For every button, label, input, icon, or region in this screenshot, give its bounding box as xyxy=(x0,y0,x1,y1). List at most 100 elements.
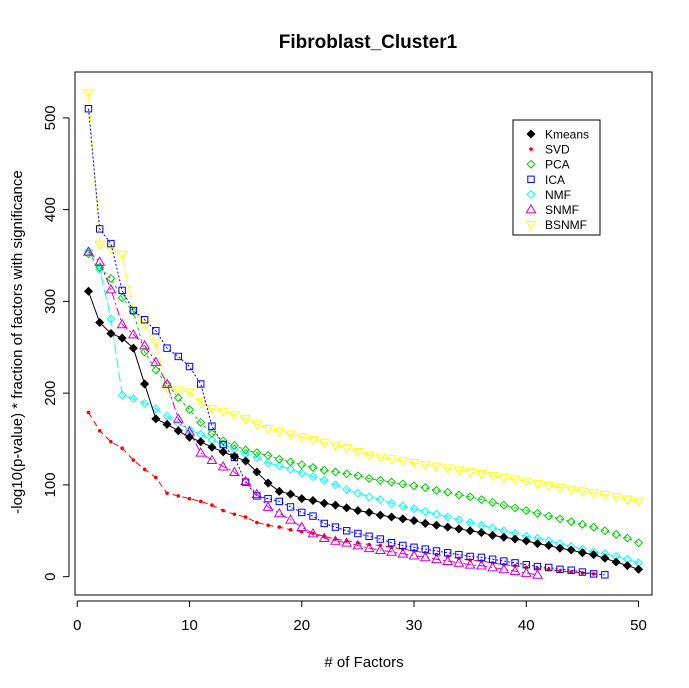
data-point-kmeans xyxy=(218,447,228,457)
data-point-nmf xyxy=(409,504,419,514)
data-point-ica xyxy=(354,529,362,538)
legend-marker-pca xyxy=(526,159,536,169)
legend-label-kmeans: Kmeans xyxy=(545,128,589,142)
data-point-kmeans xyxy=(263,478,273,488)
series-line-kmeans xyxy=(88,291,639,570)
data-point-bsnmf xyxy=(543,481,555,492)
data-point-kmeans xyxy=(241,456,251,466)
data-point-kmeans xyxy=(95,317,105,327)
series-pca xyxy=(83,249,644,548)
data-point-svd xyxy=(120,446,124,450)
data-point-kmeans xyxy=(555,543,565,553)
data-point-nmf xyxy=(330,480,340,490)
data-point-snmf xyxy=(442,555,454,565)
data-point-kmeans xyxy=(162,419,172,429)
data-point-snmf xyxy=(94,256,106,266)
data-point-bsnmf xyxy=(565,485,577,496)
x-tick-label: 10 xyxy=(181,617,198,634)
data-point-kmeans xyxy=(387,512,397,522)
series-layer xyxy=(83,89,644,579)
legend-label-nmf: NMF xyxy=(545,188,571,202)
data-point-pca xyxy=(184,405,195,415)
data-point-snmf xyxy=(206,454,218,465)
legend-item-kmeans: Kmeans xyxy=(526,128,589,142)
data-point-snmf xyxy=(105,283,117,294)
data-point-ica xyxy=(208,422,216,430)
data-point-kmeans xyxy=(297,494,307,504)
data-point-ica xyxy=(107,239,115,248)
data-point-bsnmf xyxy=(217,407,229,418)
data-point-kmeans xyxy=(566,545,576,555)
data-point-snmf xyxy=(285,514,296,524)
data-point-pca xyxy=(510,503,520,513)
data-point-snmf xyxy=(520,567,532,577)
data-point-kmeans xyxy=(431,520,441,530)
data-point-bsnmf xyxy=(498,473,510,484)
data-point-kmeans xyxy=(308,495,318,506)
data-point-pca xyxy=(589,522,599,532)
data-point-ica xyxy=(174,352,182,361)
y-tick-label: 200 xyxy=(42,381,59,406)
data-point-bsnmf xyxy=(487,471,499,482)
data-point-kmeans xyxy=(499,532,509,542)
x-tick-label: 0 xyxy=(73,617,81,634)
data-point-kmeans xyxy=(600,553,610,563)
legend-label-pca: PCA xyxy=(545,158,570,172)
data-point-snmf xyxy=(487,561,499,572)
data-point-bsnmf xyxy=(184,388,195,398)
data-point-kmeans xyxy=(398,514,408,524)
data-point-pca xyxy=(151,365,161,375)
data-point-svd xyxy=(187,496,192,501)
series-nmf xyxy=(83,246,644,568)
data-point-snmf xyxy=(127,328,139,339)
data-point-nmf xyxy=(263,458,273,468)
data-point-snmf xyxy=(532,569,543,579)
data-point-snmf xyxy=(431,553,442,564)
y-tick-label: 100 xyxy=(42,472,59,497)
data-point-bsnmf xyxy=(419,460,431,471)
data-point-pca xyxy=(263,451,273,461)
data-point-pca xyxy=(330,467,340,477)
data-point-ica xyxy=(140,316,149,324)
data-point-snmf xyxy=(139,339,151,350)
data-point-pca xyxy=(532,508,543,518)
data-point-bsnmf xyxy=(509,475,521,485)
data-point-pca xyxy=(128,306,138,316)
data-point-kmeans xyxy=(184,432,195,442)
data-point-pca xyxy=(252,448,262,458)
data-point-nmf xyxy=(117,390,127,400)
data-point-pca xyxy=(622,533,632,543)
data-point-nmf xyxy=(297,468,307,478)
data-point-ica xyxy=(275,497,284,506)
series-line-pca xyxy=(88,253,639,544)
data-point-bsnmf xyxy=(464,468,476,478)
data-point-svd xyxy=(210,503,214,507)
data-point-snmf xyxy=(251,488,263,498)
data-point-kmeans xyxy=(353,506,363,516)
data-point-nmf xyxy=(398,501,408,511)
data-point-bsnmf xyxy=(576,487,588,497)
data-point-bsnmf xyxy=(285,430,296,441)
data-point-pca xyxy=(488,497,498,507)
data-point-ica xyxy=(331,523,340,531)
data-point-nmf xyxy=(454,515,464,525)
x-tick-label: 30 xyxy=(406,617,423,634)
legend-marker-kmeans xyxy=(526,129,536,139)
data-point-svd xyxy=(580,571,585,575)
data-point-ica xyxy=(309,512,317,520)
data-point-snmf xyxy=(195,447,207,457)
data-point-nmf xyxy=(140,398,150,408)
data-point-kmeans xyxy=(173,426,183,436)
data-point-bsnmf xyxy=(83,89,94,99)
data-point-kmeans xyxy=(532,539,543,549)
data-point-bsnmf xyxy=(532,480,543,490)
data-point-nmf xyxy=(443,512,453,522)
data-point-bsnmf xyxy=(139,320,151,330)
data-point-kmeans xyxy=(488,530,498,540)
data-point-svd xyxy=(277,525,282,529)
data-point-ica xyxy=(601,571,609,579)
data-point-bsnmf xyxy=(329,441,341,452)
data-point-kmeans xyxy=(476,528,486,538)
data-point-pca xyxy=(409,481,419,491)
data-point-pca xyxy=(634,538,644,548)
